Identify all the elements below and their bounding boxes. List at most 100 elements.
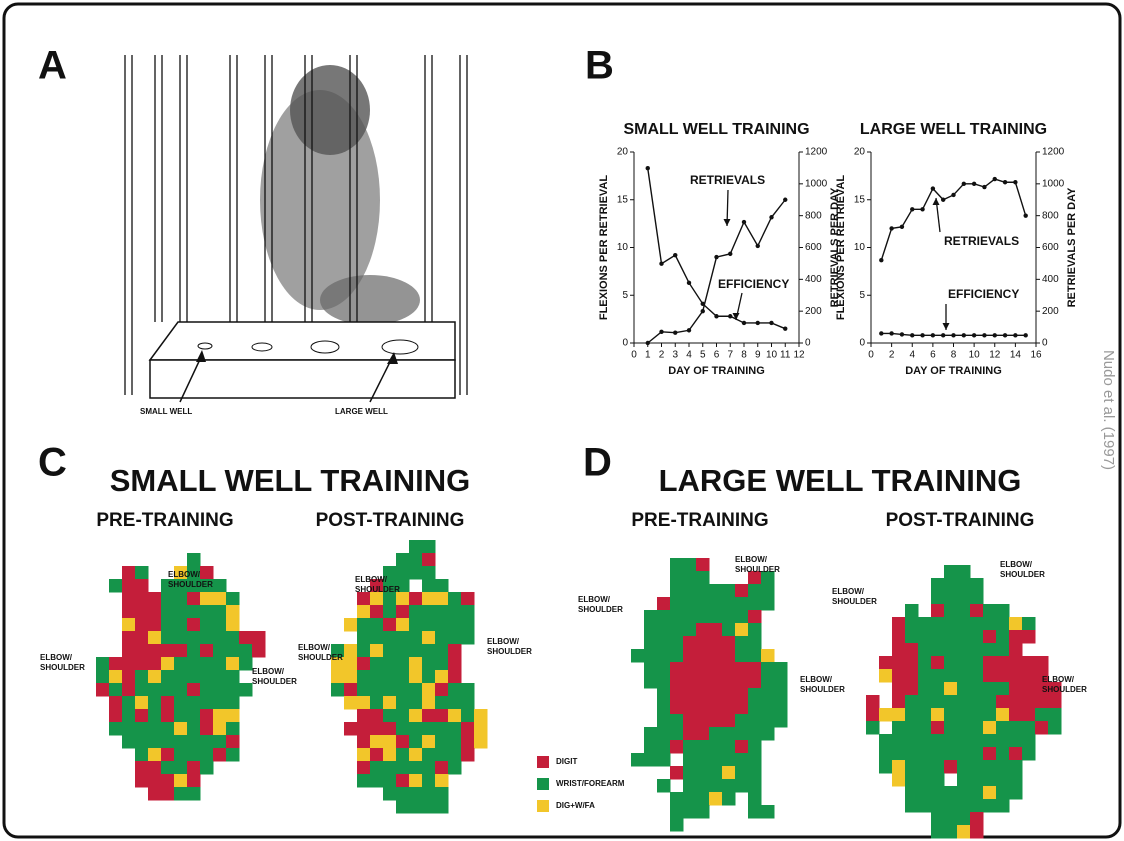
legend-swatch (537, 778, 549, 790)
map-cell (709, 597, 723, 611)
map-cell (683, 649, 697, 663)
map-cell (213, 618, 227, 632)
map-cell (161, 709, 175, 723)
map-cell (396, 735, 410, 749)
map-cell (735, 649, 749, 663)
map-cell (983, 682, 997, 696)
map-cell (187, 787, 201, 801)
map-cell (996, 708, 1010, 722)
map-cell (957, 747, 971, 761)
map-cell (996, 643, 1010, 657)
map-cell (161, 787, 175, 801)
map-cell (344, 657, 358, 671)
map-cell (905, 682, 919, 696)
map-cell (670, 584, 684, 598)
map-cell (735, 584, 749, 598)
map-cell (905, 604, 919, 618)
map-cell (370, 709, 384, 723)
map-cell (996, 747, 1010, 761)
map-cell (357, 696, 371, 710)
point (951, 333, 955, 337)
map-cell (957, 708, 971, 722)
map-cell (892, 656, 906, 670)
map-cell (683, 610, 697, 624)
map-cell (918, 656, 932, 670)
map-cell (696, 727, 710, 741)
map-cell (148, 618, 162, 632)
point (783, 198, 787, 202)
map-cell (409, 748, 423, 762)
map-cell (983, 760, 997, 774)
x-tick-label: 3 (672, 350, 678, 361)
map-cell (761, 701, 775, 715)
map-cell (931, 773, 945, 787)
map-cell (696, 662, 710, 676)
map-cell (396, 566, 410, 580)
map-cell (670, 818, 684, 832)
x-tick-label: 9 (755, 350, 761, 361)
map-cell (239, 644, 253, 658)
map-cell (1022, 734, 1036, 748)
x-tick-label: 4 (909, 350, 915, 361)
map-cell (409, 618, 423, 632)
map-cell (918, 682, 932, 696)
map-cell (905, 630, 919, 644)
map-cell (135, 605, 149, 619)
map-cell (1009, 721, 1023, 735)
map-cell (122, 683, 136, 697)
map-cell (200, 735, 214, 749)
map-cell (709, 753, 723, 767)
map-cell (722, 688, 736, 702)
map-cell (657, 779, 671, 793)
map-cell (735, 779, 749, 793)
map-cell (970, 682, 984, 696)
map-cell (213, 709, 227, 723)
x-tick-label: 2 (889, 350, 895, 361)
map-cell (996, 656, 1010, 670)
map-cell (226, 696, 240, 710)
map-cell (905, 799, 919, 813)
map-cell (670, 571, 684, 585)
y-tick-label: 15 (617, 194, 629, 205)
point (962, 182, 966, 186)
map-cell (1009, 708, 1023, 722)
y-tick-label: 20 (617, 147, 629, 158)
map-cell (996, 604, 1010, 618)
map-cell (200, 657, 214, 671)
point (659, 262, 663, 266)
map-cell (709, 714, 723, 728)
map-cell (905, 708, 919, 722)
point (756, 321, 760, 325)
point (962, 333, 966, 337)
map-cell (748, 688, 762, 702)
map-cell (435, 683, 449, 697)
map-cell (226, 722, 240, 736)
map-cell (748, 610, 762, 624)
map-cell (670, 766, 684, 780)
map-cell (1022, 695, 1036, 709)
map-cell (435, 644, 449, 658)
map-cell (435, 696, 449, 710)
map-cell (983, 604, 997, 618)
map-cell (722, 766, 736, 780)
map-cell (957, 617, 971, 631)
map-cell (644, 649, 658, 663)
map-cell (696, 688, 710, 702)
map-cell (709, 675, 723, 689)
map-cell (957, 695, 971, 709)
map-cell (161, 618, 175, 632)
map-cell (161, 670, 175, 684)
map-cell (970, 656, 984, 670)
map-cell (644, 623, 658, 637)
map-cell (957, 604, 971, 618)
map-cell (1048, 708, 1062, 722)
map-cell (944, 799, 958, 813)
map-cell (448, 670, 462, 684)
point (687, 281, 691, 285)
map-cell (683, 558, 697, 572)
y2-tick-label: 1000 (1042, 178, 1065, 189)
map-cell (187, 696, 201, 710)
map-cell (370, 683, 384, 697)
map-cell (122, 566, 136, 580)
point (742, 220, 746, 224)
